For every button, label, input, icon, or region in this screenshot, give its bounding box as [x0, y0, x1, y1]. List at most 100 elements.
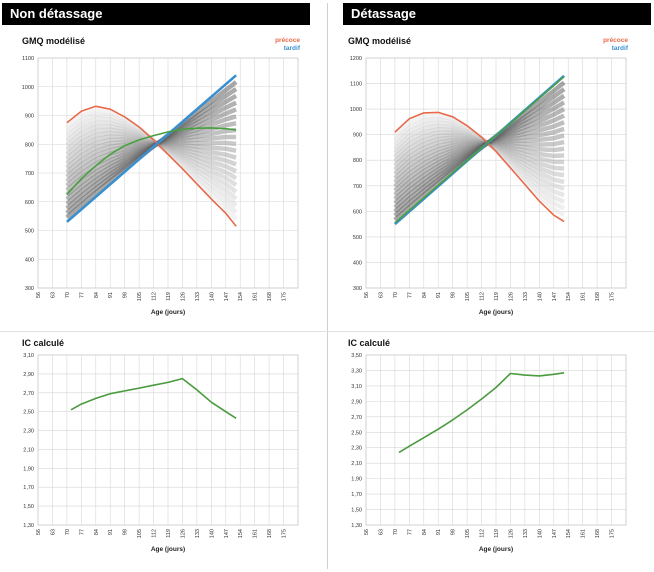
x-tick-label: 161: [581, 529, 587, 538]
x-tick-label: 70: [393, 292, 399, 298]
y-tick-label: 1,30: [23, 523, 34, 529]
y-tick-label: 300: [25, 286, 34, 292]
series-line-prcoce: [66, 105, 237, 227]
x-tick-label: 147: [224, 292, 230, 301]
x-tick-label: 105: [137, 529, 143, 538]
y-tick-label: 1100: [22, 56, 34, 62]
y-tick-label: 1000: [350, 107, 362, 113]
y-tick-label: 900: [353, 133, 362, 139]
y-tick-label: 700: [25, 171, 34, 177]
panel-title-detassage: Détassage: [343, 3, 651, 25]
x-tick-label: 126: [180, 292, 186, 301]
x-tick-label: 112: [152, 292, 158, 301]
x-tick-label: 133: [523, 292, 529, 301]
y-tick-label: 3,10: [23, 353, 34, 359]
x-tick-label: 77: [407, 529, 413, 535]
x-tick-label: 168: [267, 292, 273, 301]
x-tick-label: 175: [282, 529, 288, 538]
x-tick-label: 154: [238, 529, 244, 538]
x-tick-label: 77: [407, 292, 413, 298]
y-tick-label: 500: [353, 235, 362, 241]
x-tick-label: 175: [282, 292, 288, 301]
x-tick-label: 105: [465, 292, 471, 301]
y-tick-label: 1,70: [351, 492, 362, 498]
y-tick-label: 2,50: [23, 410, 34, 416]
x-tick-label: 140: [537, 529, 543, 538]
x-tick-label: 147: [224, 529, 230, 538]
y-tick-label: 3,30: [351, 368, 362, 374]
x-tick-label: 119: [166, 529, 172, 538]
x-tick-label: 70: [65, 292, 71, 298]
x-tick-label: 133: [195, 529, 201, 538]
y-tick-label: 2,10: [23, 447, 34, 453]
y-tick-label: 2,70: [23, 391, 34, 397]
y-tick-label: 500: [25, 229, 34, 235]
x-tick-label: 56: [36, 292, 42, 298]
x-tick-label: 140: [209, 529, 215, 538]
x-tick-label: 154: [566, 529, 572, 538]
ic-chart-non-detassage: IC calculé 1,30 1,50 1,70 1,90 2,10 2,30 2,50 2,…: [22, 338, 299, 553]
x-tick-label: 168: [595, 529, 601, 538]
x-tick-label: 161: [253, 529, 259, 538]
x-tick-label: 140: [537, 292, 543, 301]
x-axis-label: Age (jours): [151, 309, 185, 316]
y-tick-label: 1200: [350, 56, 362, 62]
x-tick-label: 175: [610, 529, 616, 538]
y-tick-label: 1,90: [23, 466, 34, 472]
x-tick-label: 154: [566, 292, 572, 301]
x-tick-label: 63: [378, 292, 384, 298]
x-tick-label: 98: [451, 292, 457, 298]
x-tick-label: 119: [494, 292, 500, 301]
x-tick-label: 161: [581, 292, 587, 301]
x-tick-label: 56: [364, 529, 370, 535]
series-line-ic: [70, 377, 237, 419]
x-tick-label: 105: [137, 292, 143, 301]
x-tick-label: 91: [108, 292, 114, 298]
section-divider: [0, 331, 654, 332]
y-tick-label: 400: [25, 257, 34, 263]
x-tick-label: 161: [253, 292, 259, 301]
x-tick-label: 63: [50, 292, 56, 298]
y-tick-label: 1000: [22, 85, 34, 91]
x-tick-label: 168: [267, 529, 273, 538]
x-tick-label: 84: [422, 292, 428, 298]
y-tick-label: 300: [353, 286, 362, 292]
panel-title-non-detassage: Non détassage: [2, 3, 310, 25]
y-tick-label: 2,70: [351, 415, 362, 421]
y-tick-label: 2,90: [351, 399, 362, 405]
x-tick-label: 112: [480, 292, 486, 301]
x-tick-label: 126: [508, 292, 514, 301]
ic-chart-detassage: IC calculé 1,30 1,50 1,70 1,90 2,10 2,30 2,50 2,…: [348, 338, 627, 553]
legend-tardif: tardif: [612, 45, 629, 52]
y-tick-label: 1,70: [23, 485, 34, 491]
x-tick-label: 98: [123, 529, 129, 535]
x-tick-label: 140: [209, 292, 215, 301]
y-tick-label: 3,50: [351, 353, 362, 359]
x-tick-label: 154: [238, 292, 244, 301]
y-tick-label: 2,30: [351, 446, 362, 452]
x-tick-label: 112: [152, 529, 158, 538]
y-tick-label: 600: [353, 209, 362, 215]
x-tick-label: 119: [166, 292, 172, 301]
series-line-prcoce: [394, 111, 565, 223]
x-tick-label: 77: [79, 529, 85, 535]
panel-divider: [327, 3, 328, 569]
y-tick-label: 2,90: [23, 372, 34, 378]
x-tick-label: 105: [465, 529, 471, 538]
chart-title: IC calculé: [348, 338, 390, 348]
x-tick-label: 126: [180, 529, 186, 538]
x-tick-label: 84: [94, 529, 100, 535]
legend-precoce: précoce: [275, 37, 300, 44]
gmq-chart-detassage: GMQ modélisé 300 400 500 600 700 800 900 1000 110…: [348, 36, 629, 316]
legend-precoce: précoce: [603, 37, 628, 44]
y-tick-label: 800: [353, 158, 362, 164]
x-tick-label: 91: [436, 292, 442, 298]
x-tick-label: 98: [451, 529, 457, 535]
x-tick-label: 70: [393, 529, 399, 535]
series-line-intermdiaire: [66, 127, 237, 196]
legend-tardif: tardif: [284, 45, 301, 52]
y-tick-label: 900: [25, 114, 34, 120]
x-tick-label: 70: [65, 529, 71, 535]
x-tick-label: 56: [364, 292, 370, 298]
x-tick-label: 84: [94, 292, 100, 298]
